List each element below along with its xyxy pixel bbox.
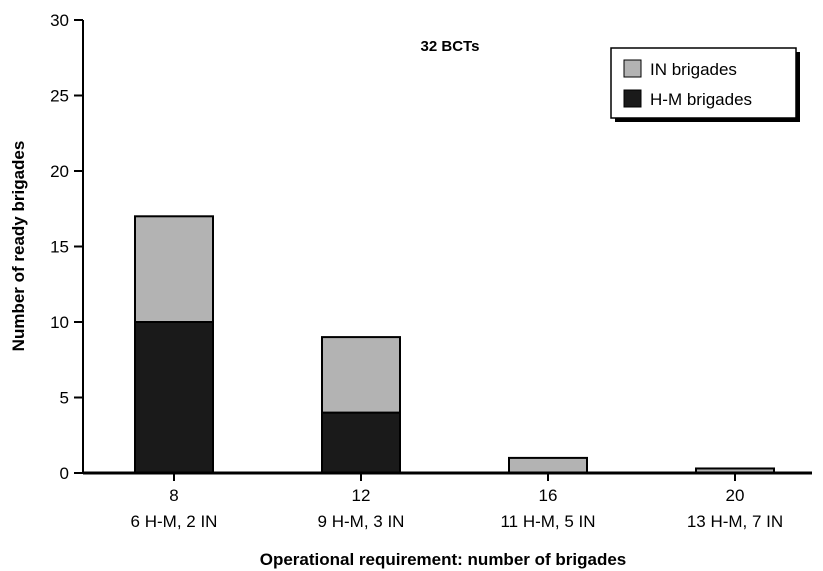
x-axis: 8 6 H-M, 2 IN 12 9 H-M, 3 IN 16 11 H-M, 5 IN 2… <box>83 471 812 531</box>
legend-box <box>610 47 797 119</box>
bar-in-brigades-1 <box>321 336 401 414</box>
y-axis: 0 5 10 15 20 25 30 <box>50 11 84 483</box>
x-axis-title: Operational requirement: number of briga… <box>260 550 627 569</box>
x-tick-label-3: 20 <box>726 486 745 505</box>
bar-in-brigades-2 <box>508 456 588 474</box>
legend-label-in-brigades: IN brigades <box>650 60 737 79</box>
y-tick-label-15: 15 <box>50 238 69 257</box>
x-tick-label-0: 8 <box>169 486 178 505</box>
y-tick-label-20: 20 <box>50 162 69 181</box>
legend-swatch-in-brigades <box>623 59 642 78</box>
y-axis-title: Number of ready brigades <box>9 141 28 352</box>
x-tick-sublabel-3: 13 H-M, 7 IN <box>687 512 783 531</box>
x-tick-sublabel-0: 6 H-M, 2 IN <box>131 512 218 531</box>
y-tick-label-10: 10 <box>50 313 69 332</box>
legend-label-hm-brigades: H-M brigades <box>650 90 752 109</box>
x-tick-sublabel-1: 9 H-M, 3 IN <box>318 512 405 531</box>
y-tick-label-30: 30 <box>50 11 69 30</box>
chart-annotation: 32 BCTs <box>421 38 480 55</box>
bar-in-brigades-0 <box>134 215 214 323</box>
y-tick-label-25: 25 <box>50 87 69 106</box>
plot-area <box>134 215 775 475</box>
legend: IN brigades H-M brigades <box>610 47 800 122</box>
x-tick-label-2: 16 <box>539 486 558 505</box>
y-tick-label-5: 5 <box>60 389 69 408</box>
x-tick-label-1: 12 <box>352 486 371 505</box>
bar-h-m-brigades-0 <box>134 321 214 474</box>
legend-swatch-hm-brigades <box>623 89 642 108</box>
x-tick-sublabel-2: 11 H-M, 5 IN <box>500 512 595 531</box>
bar-h-m-brigades-1 <box>321 411 401 475</box>
y-tick-label-0: 0 <box>60 464 69 483</box>
